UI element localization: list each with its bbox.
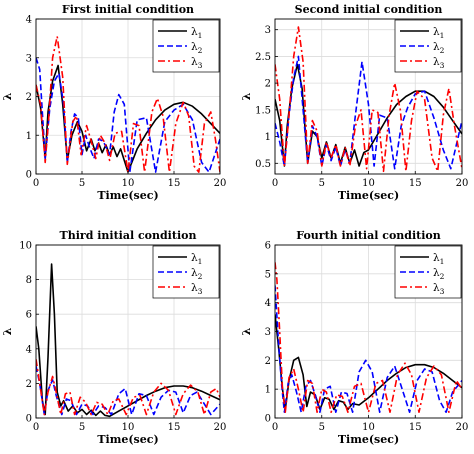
y-tick-label: 2	[265, 79, 271, 90]
x-tick-label: 15	[409, 178, 422, 189]
legend-label-1: λ1	[191, 252, 202, 266]
x-tick-label: 5	[79, 178, 85, 189]
chart-panel-3: 0 5 10 15 20 0 2 4 6 8 10 Third initial condition Ti…	[1, 229, 226, 446]
y-tick-label: 2	[26, 379, 32, 390]
x-tick-label: 10	[122, 422, 135, 433]
y-axis-label: λ	[1, 92, 14, 100]
y-tick-label: 8	[26, 275, 32, 286]
series-line-2	[275, 285, 462, 414]
x-tick-label: 0	[272, 178, 278, 189]
x-tick-label: 20	[214, 422, 227, 433]
x-tick-label: 20	[456, 178, 469, 189]
legend-label-1: λ1	[191, 26, 202, 40]
series-line-3	[36, 359, 220, 416]
x-tick-label: 15	[168, 178, 181, 189]
chart-title: Second initial condition	[295, 3, 443, 16]
chart-panel-4: 0 5 10 15 20 0 1 2 3 4 5 6 Fourth initial condition T…	[240, 229, 468, 446]
series-line-3	[275, 262, 462, 414]
y-tick-label: 2.5	[255, 52, 271, 63]
legend-label-3: λ3	[191, 56, 203, 70]
x-tick-label: 5	[319, 422, 325, 433]
x-tick-label: 5	[79, 422, 85, 433]
x-tick-label: 5	[319, 178, 325, 189]
x-tick-label: 20	[214, 178, 227, 189]
y-axis-label: λ	[240, 92, 253, 100]
y-tick-label: 2	[265, 356, 271, 367]
series-line-2	[36, 365, 220, 416]
y-tick-label: 0	[265, 414, 271, 425]
y-tick-label: 1	[265, 385, 271, 396]
y-tick-label: 0	[26, 414, 32, 425]
chart-title: Third initial condition	[60, 229, 197, 242]
y-axis-label: λ	[1, 327, 14, 335]
y-tick-label: 3	[265, 327, 271, 338]
x-axis-label: Time(sec)	[338, 433, 399, 446]
y-tick-label: 1	[26, 131, 32, 142]
x-tick-label: 15	[168, 422, 181, 433]
y-tick-label: 5	[265, 269, 271, 280]
series-line-1	[36, 64, 220, 173]
chart-title: Fourth initial condition	[296, 229, 441, 242]
chart-title: First initial condition	[62, 3, 194, 16]
chart-panel-1: 0 5 10 15 20 0 1 2 3 4 First initial condition Time…	[1, 3, 226, 202]
x-tick-label: 10	[362, 178, 375, 189]
y-axis-label: λ	[240, 327, 253, 335]
x-tick-label: 10	[362, 422, 375, 433]
y-tick-label: 6	[265, 241, 271, 252]
legend-label-3: λ3	[433, 56, 445, 70]
y-tick-label: 4	[265, 298, 271, 309]
x-axis-label: Time(sec)	[338, 189, 399, 202]
legend-label-2: λ2	[433, 41, 445, 55]
y-tick-label: 3	[26, 53, 32, 64]
legend-label-3: λ3	[191, 282, 203, 296]
x-tick-label: 10	[122, 178, 135, 189]
series-line-1	[275, 314, 462, 411]
y-tick-label: 6	[26, 310, 32, 321]
y-tick-label: 0	[26, 170, 32, 181]
legend-label-1: λ1	[433, 26, 444, 40]
x-axis-label: Time(sec)	[97, 433, 158, 446]
y-tick-label: 2	[26, 92, 32, 103]
y-tick-label: 1.5	[255, 105, 271, 116]
legend-label-2: λ2	[191, 267, 203, 281]
y-tick-label: 10	[19, 241, 32, 252]
legend-label-3: λ3	[433, 282, 445, 296]
y-tick-label: 0.5	[255, 159, 271, 170]
x-tick-label: 0	[33, 422, 39, 433]
series-line-3	[275, 26, 462, 173]
legend-label-2: λ2	[433, 267, 445, 281]
y-tick-label: 3	[265, 25, 271, 36]
series-line-2	[36, 57, 220, 173]
y-tick-label: 1	[265, 132, 271, 143]
x-axis-label: Time(sec)	[97, 189, 158, 202]
y-tick-label: 4	[26, 15, 32, 26]
x-tick-label: 20	[456, 422, 469, 433]
x-tick-label: 0	[272, 422, 278, 433]
legend-label-2: λ2	[191, 41, 203, 55]
chart-panel-2: 0 5 10 15 20 0.5 1 1.5 2 2.5 3 Second initial condi…	[240, 3, 468, 202]
legend-label-1: λ1	[433, 252, 444, 266]
series-line-1	[36, 263, 220, 418]
x-tick-label: 15	[409, 422, 422, 433]
y-tick-label: 4	[26, 344, 32, 355]
x-tick-label: 0	[33, 178, 39, 189]
